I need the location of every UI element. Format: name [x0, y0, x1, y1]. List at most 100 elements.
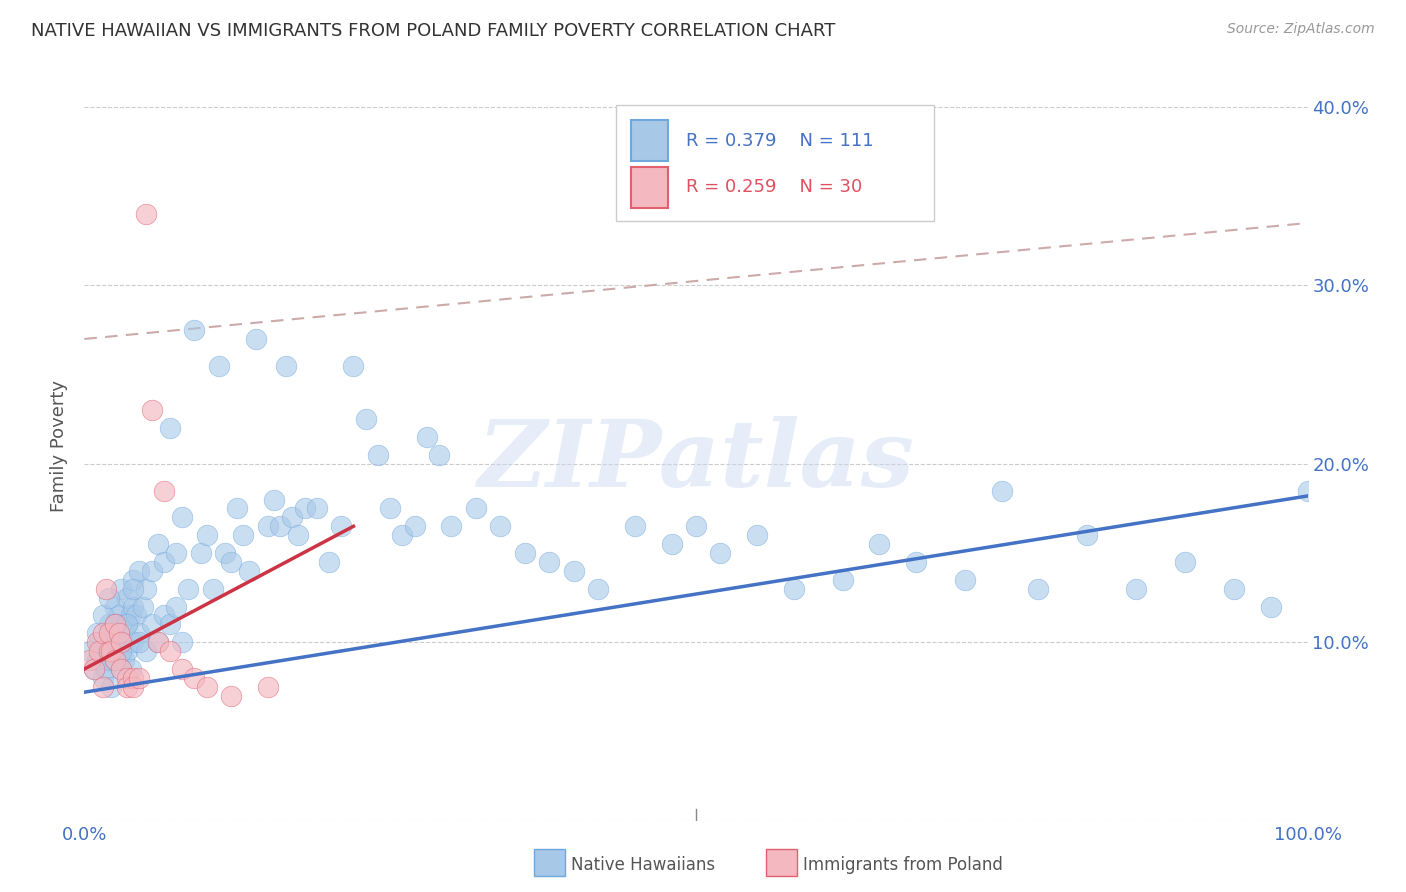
- Point: [869, 537, 891, 551]
- Point: [165, 599, 187, 614]
- Point: [115, 591, 138, 605]
- Point: [104, 599, 127, 614]
- Point: [831, 573, 853, 587]
- Point: [97, 644, 120, 658]
- Text: Source: ZipAtlas.com: Source: ZipAtlas.com: [1227, 22, 1375, 37]
- Text: R = 0.259    N = 30: R = 0.259 N = 30: [686, 178, 862, 196]
- Point: [104, 626, 127, 640]
- Point: [122, 635, 145, 649]
- Point: [110, 662, 132, 676]
- Point: [416, 430, 439, 444]
- Point: [153, 608, 176, 623]
- Point: [122, 582, 145, 596]
- Point: [172, 635, 194, 649]
- Point: [87, 644, 110, 658]
- Point: [190, 546, 212, 560]
- Point: [115, 617, 138, 632]
- Point: [104, 653, 127, 667]
- Point: [135, 644, 157, 658]
- Point: [96, 582, 118, 596]
- Point: [276, 359, 298, 373]
- Text: Immigrants from Poland: Immigrants from Poland: [803, 856, 1002, 874]
- Point: [709, 546, 731, 560]
- Point: [97, 617, 120, 632]
- Text: R = 0.379    N = 111: R = 0.379 N = 111: [686, 132, 873, 150]
- Point: [172, 510, 194, 524]
- Point: [79, 644, 101, 658]
- Point: [120, 662, 142, 676]
- Point: [685, 519, 707, 533]
- Point: [115, 644, 138, 658]
- Bar: [631, 120, 668, 161]
- Point: [86, 653, 108, 667]
- Point: [110, 644, 132, 658]
- Point: [354, 412, 377, 426]
- Point: [96, 662, 118, 676]
- Point: [1223, 582, 1246, 596]
- Point: [128, 626, 150, 640]
- Point: [87, 635, 110, 649]
- Point: [91, 626, 114, 640]
- Point: [245, 332, 267, 346]
- Point: [195, 680, 218, 694]
- Point: [538, 555, 561, 569]
- Point: [115, 680, 138, 694]
- Point: [1260, 599, 1282, 614]
- Point: [115, 671, 138, 685]
- Point: [513, 546, 536, 560]
- Point: [305, 501, 328, 516]
- Point: [172, 662, 194, 676]
- Point: [112, 617, 135, 632]
- Point: [100, 644, 122, 658]
- Point: [489, 519, 512, 533]
- Point: [97, 591, 120, 605]
- Point: [107, 626, 129, 640]
- Point: [183, 323, 205, 337]
- Point: [232, 528, 254, 542]
- Point: [146, 635, 169, 649]
- Point: [159, 421, 181, 435]
- Point: [115, 617, 138, 632]
- Point: [263, 492, 285, 507]
- Point: [104, 617, 127, 632]
- Point: [1174, 555, 1197, 569]
- Point: [120, 608, 142, 623]
- Point: [128, 671, 150, 685]
- Point: [141, 564, 163, 578]
- Text: ZIPatlas: ZIPatlas: [478, 416, 914, 506]
- Point: [287, 528, 309, 542]
- Point: [112, 653, 135, 667]
- Point: [238, 564, 260, 578]
- Point: [269, 519, 291, 533]
- Point: [586, 582, 609, 596]
- Point: [135, 582, 157, 596]
- Point: [110, 662, 132, 676]
- Point: [219, 555, 242, 569]
- Bar: [631, 167, 668, 208]
- Point: [783, 582, 806, 596]
- Point: [122, 599, 145, 614]
- Point: [91, 644, 114, 658]
- Point: [257, 519, 280, 533]
- Point: [135, 207, 157, 221]
- Point: [104, 653, 127, 667]
- Point: [141, 617, 163, 632]
- Point: [464, 501, 486, 516]
- Point: [953, 573, 976, 587]
- Point: [183, 671, 205, 685]
- Point: [257, 680, 280, 694]
- Point: [128, 564, 150, 578]
- Point: [905, 555, 928, 569]
- Point: [661, 537, 683, 551]
- Point: [122, 573, 145, 587]
- Point: [122, 671, 145, 685]
- Point: [128, 635, 150, 649]
- Point: [146, 537, 169, 551]
- Point: [427, 448, 450, 462]
- Y-axis label: Family Poverty: Family Poverty: [51, 380, 69, 512]
- Point: [440, 519, 463, 533]
- Point: [132, 599, 155, 614]
- Text: Native Hawaiians: Native Hawaiians: [571, 856, 716, 874]
- Point: [226, 501, 249, 516]
- Point: [1028, 582, 1050, 596]
